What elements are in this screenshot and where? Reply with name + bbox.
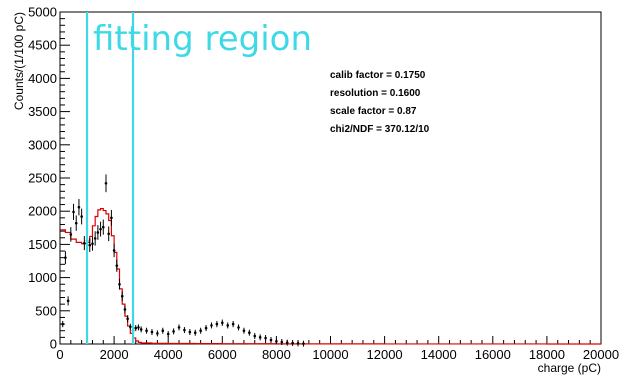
- data-point: [134, 326, 138, 330]
- plot-frame: [59, 11, 602, 345]
- y-tick-label: 1500: [28, 237, 57, 252]
- y-tick-label: 2500: [28, 171, 57, 186]
- data-point: [120, 294, 124, 298]
- data-point: [161, 329, 165, 333]
- x-tick-label: 18000: [529, 347, 565, 362]
- data-point: [74, 221, 78, 225]
- y-tick-label: 2000: [28, 204, 57, 219]
- data-point: [112, 249, 116, 252]
- data-point: [61, 322, 65, 326]
- data-point: [231, 322, 235, 326]
- data-point: [104, 182, 108, 185]
- data-point: [199, 329, 202, 333]
- data-point: [258, 336, 262, 339]
- y-tick-label: 3500: [28, 104, 57, 119]
- x-tick-label: 4000: [154, 347, 183, 362]
- data-point: [285, 341, 289, 344]
- data-point: [83, 241, 86, 245]
- data-point: [193, 331, 197, 335]
- x-tick-label: 0: [56, 347, 63, 362]
- y-axis-ticks: 0 500 1000 1500 2000 2500 3000 3500 4000 4500 5000: [28, 5, 70, 352]
- fit-step-line: [60, 207, 601, 345]
- data-point: [99, 227, 102, 231]
- data-point: [139, 328, 143, 331]
- data-point: [204, 326, 208, 330]
- data-point: [126, 317, 129, 321]
- data-point: [77, 205, 81, 209]
- data-point: [253, 334, 257, 338]
- data-point: [156, 332, 159, 335]
- data-point: [221, 321, 224, 325]
- data-point: [248, 331, 251, 335]
- data-point: [296, 342, 300, 345]
- data-point: [101, 225, 105, 229]
- x-tick-label: 8000: [262, 347, 291, 362]
- fit-stats-box: calib factor = 0.1750 resolution = 0.160…: [330, 70, 430, 135]
- y-tick-label: 4500: [28, 38, 57, 53]
- data-point: [242, 329, 246, 333]
- data-point: [275, 340, 278, 343]
- y-tick-label: 500: [35, 303, 57, 318]
- data-point: [226, 324, 230, 327]
- data-point: [280, 340, 284, 344]
- y-tick-label: 0: [50, 337, 57, 352]
- data-point: [66, 299, 70, 303]
- stat-resolution: resolution = 0.1600: [330, 88, 421, 99]
- data-point: [264, 336, 267, 340]
- data-point: [64, 256, 67, 259]
- data-point: [145, 329, 148, 333]
- y-tick-label: 5000: [28, 5, 57, 20]
- data-point: [237, 326, 240, 329]
- data-point: [183, 328, 186, 332]
- data-point: [80, 215, 83, 218]
- data-point: [137, 326, 140, 329]
- data-points: [61, 174, 305, 347]
- x-tick-label: 16000: [475, 347, 511, 362]
- fitting-region-label: fitting region: [93, 19, 312, 59]
- data-point: [123, 308, 127, 311]
- data-point: [269, 338, 273, 342]
- data-point: [93, 237, 97, 240]
- x-axis-ticks: 0 2000 4000 6000 8000 10000 12000 14000 16000 180…: [56, 336, 619, 362]
- data-point: [302, 342, 305, 345]
- fit-curve: [60, 207, 601, 345]
- y-tick-label: 1000: [28, 270, 57, 285]
- data-point: [188, 330, 192, 334]
- stat-scale-factor: scale factor = 0.87: [330, 106, 417, 117]
- data-point: [210, 324, 213, 327]
- data-point: [150, 330, 154, 334]
- x-tick-label: 2000: [100, 347, 129, 362]
- x-axis-title: charge (pC): [538, 361, 601, 375]
- data-point: [91, 242, 94, 246]
- data-point: [69, 233, 73, 236]
- data-point: [215, 322, 219, 326]
- data-point: [291, 341, 294, 345]
- y-tick-label: 4000: [28, 71, 57, 86]
- fitting-region-lines: [85, 12, 135, 344]
- data-point: [110, 216, 113, 220]
- data-point: [118, 282, 121, 286]
- stat-calib-factor: calib factor = 0.1750: [330, 70, 426, 81]
- data-point: [72, 210, 75, 214]
- data-point: [96, 231, 100, 234]
- data-point: [88, 243, 92, 247]
- x-tick-label: 12000: [367, 347, 403, 362]
- data-point: [172, 330, 175, 333]
- data-point: [115, 264, 119, 267]
- stat-chi2-ndf: chi2/NDF = 370.12/10: [330, 124, 430, 135]
- x-tick-label: 20000: [583, 347, 619, 362]
- x-tick-label: 10000: [312, 347, 348, 362]
- data-point: [166, 332, 170, 336]
- data-point: [107, 232, 110, 236]
- y-axis-title: Counts/(1/100 pC): [12, 12, 26, 110]
- data-point: [177, 326, 181, 329]
- x-tick-label: 14000: [421, 347, 457, 362]
- x-tick-label: 6000: [208, 347, 237, 362]
- data-point: [129, 325, 132, 329]
- y-tick-label: 3000: [28, 137, 57, 152]
